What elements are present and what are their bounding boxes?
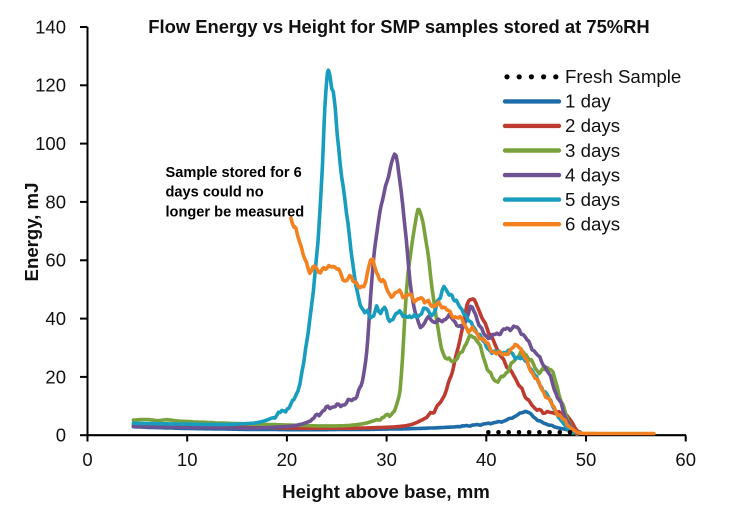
svg-text:1 day: 1 day [565,91,611,112]
svg-text:Height above base, mm: Height above base, mm [282,481,490,502]
svg-text:6 days: 6 days [565,214,620,235]
svg-text:Fresh Sample: Fresh Sample [565,66,681,87]
svg-text:4 days: 4 days [565,164,620,185]
svg-text:140: 140 [35,16,66,37]
svg-text:days could no: days could no [166,185,264,201]
svg-text:Energy, mJ: Energy, mJ [21,183,42,282]
svg-text:100: 100 [35,133,66,154]
svg-text:40: 40 [45,308,66,329]
svg-text:10: 10 [177,449,198,470]
svg-text:20: 20 [45,366,66,387]
svg-text:60: 60 [675,449,696,470]
svg-text:0: 0 [56,425,66,446]
svg-text:longer be measured: longer be measured [166,204,305,220]
svg-text:40: 40 [476,449,497,470]
svg-text:0: 0 [82,449,92,470]
svg-text:Sample stored for 6: Sample stored for 6 [166,165,302,181]
svg-text:30: 30 [376,449,397,470]
svg-text:2 days: 2 days [565,115,620,136]
svg-text:Flow Energy vs Height for SMP: Flow Energy vs Height for SMP samples st… [148,16,649,37]
svg-text:80: 80 [45,191,66,212]
svg-text:20: 20 [277,449,298,470]
svg-text:50: 50 [576,449,597,470]
svg-text:3 days: 3 days [565,140,620,161]
svg-text:5 days: 5 days [565,189,620,210]
svg-text:120: 120 [35,75,66,96]
svg-text:60: 60 [45,250,66,271]
